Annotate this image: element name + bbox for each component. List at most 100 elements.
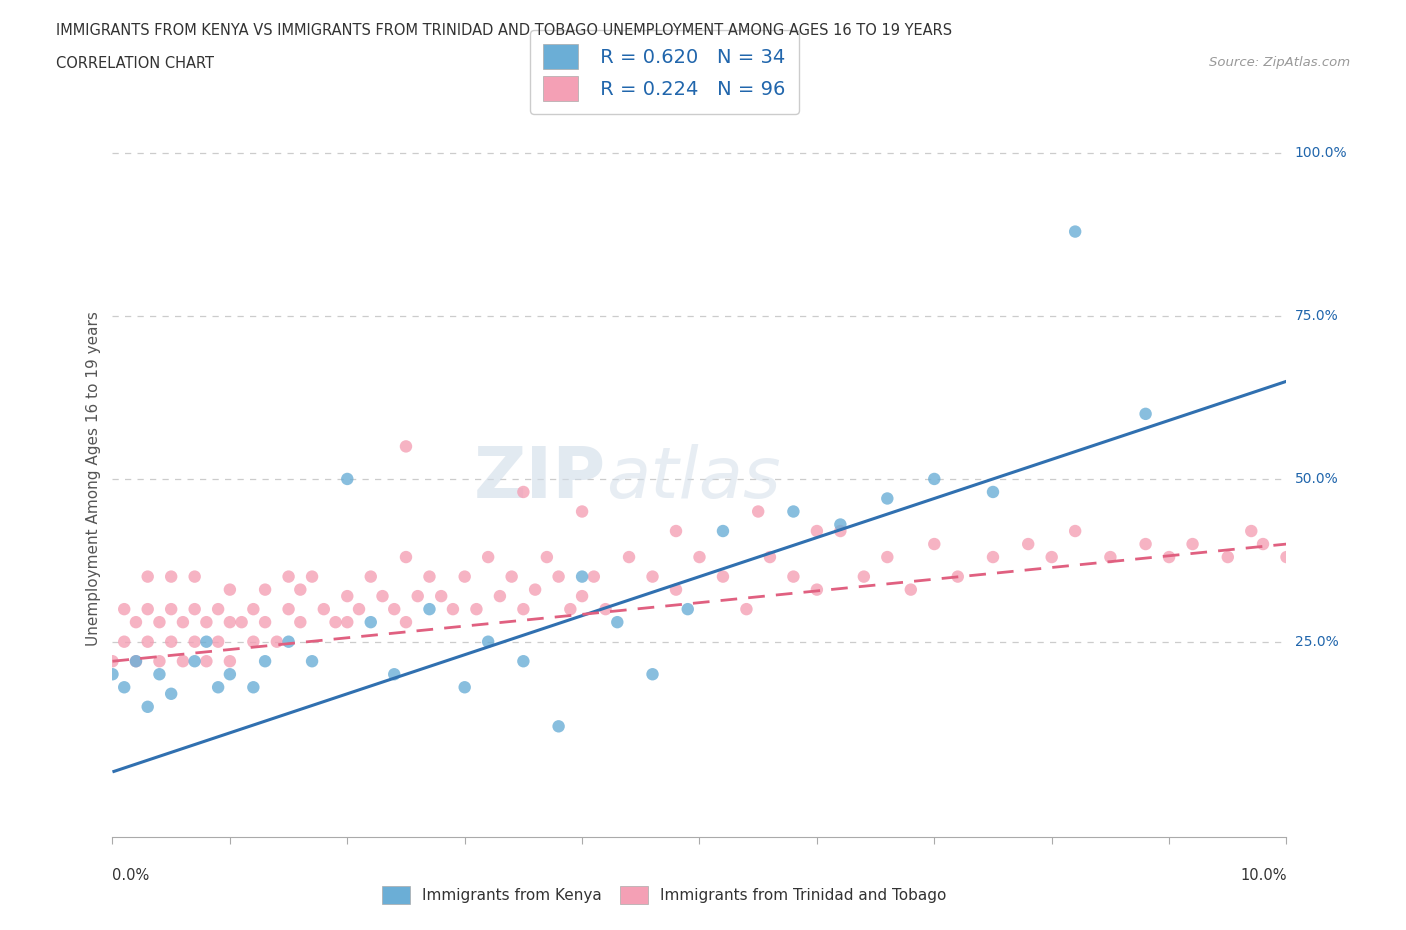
Point <box>219 667 242 682</box>
Point <box>1275 550 1298 565</box>
Point <box>277 569 299 584</box>
Point <box>1040 550 1063 565</box>
Y-axis label: Unemployment Among Ages 16 to 19 years: Unemployment Among Ages 16 to 19 years <box>86 312 101 646</box>
Point <box>582 569 605 584</box>
Point <box>747 504 769 519</box>
Point <box>1159 550 1181 565</box>
Point <box>547 569 569 584</box>
Point <box>136 602 159 617</box>
Point <box>1216 550 1239 565</box>
Point <box>512 602 534 617</box>
Point <box>242 634 264 649</box>
Point <box>125 654 148 669</box>
Point <box>301 654 323 669</box>
Point <box>395 550 418 565</box>
Point <box>477 634 499 649</box>
Point <box>418 569 440 584</box>
Point <box>806 582 828 597</box>
Point <box>665 524 688 538</box>
Point <box>112 680 135 695</box>
Point <box>571 504 593 519</box>
Point <box>406 589 429 604</box>
Point <box>219 615 242 630</box>
Text: 50.0%: 50.0% <box>1295 472 1339 486</box>
Point <box>689 550 711 565</box>
Point <box>112 634 135 649</box>
Text: CORRELATION CHART: CORRELATION CHART <box>56 56 214 71</box>
Point <box>101 667 124 682</box>
Point <box>160 602 183 617</box>
Point <box>183 654 205 669</box>
Point <box>336 589 359 604</box>
Point <box>219 654 242 669</box>
Point <box>231 615 253 630</box>
Point <box>101 654 124 669</box>
Point <box>900 582 922 597</box>
Point <box>371 589 394 604</box>
Point <box>441 602 464 617</box>
Point <box>1135 406 1157 421</box>
Point <box>395 439 418 454</box>
Point <box>981 485 1004 499</box>
Text: Source: ZipAtlas.com: Source: ZipAtlas.com <box>1209 56 1350 69</box>
Point <box>207 680 229 695</box>
Point <box>395 615 418 630</box>
Point <box>148 654 170 669</box>
Point <box>830 524 852 538</box>
Text: IMMIGRANTS FROM KENYA VS IMMIGRANTS FROM TRINIDAD AND TOBAGO UNEMPLOYMENT AMONG : IMMIGRANTS FROM KENYA VS IMMIGRANTS FROM… <box>56 23 952 38</box>
Point <box>830 517 852 532</box>
Point <box>242 602 264 617</box>
Text: ZIP: ZIP <box>474 445 606 513</box>
Point <box>806 524 828 538</box>
Point <box>453 569 475 584</box>
Point <box>501 569 523 584</box>
Point <box>711 524 734 538</box>
Point <box>195 615 218 630</box>
Point <box>477 550 499 565</box>
Point <box>1181 537 1204 551</box>
Point <box>183 602 205 617</box>
Point <box>1135 537 1157 551</box>
Point <box>489 589 512 604</box>
Point <box>160 569 183 584</box>
Point <box>595 602 617 617</box>
Point <box>430 589 453 604</box>
Point <box>148 667 170 682</box>
Point <box>277 634 299 649</box>
Point <box>312 602 335 617</box>
Point <box>360 569 382 584</box>
Point <box>852 569 875 584</box>
Point <box>547 719 569 734</box>
Point <box>1099 550 1122 565</box>
Point <box>512 654 534 669</box>
Point <box>360 615 382 630</box>
Point <box>571 589 593 604</box>
Point <box>641 667 664 682</box>
Point <box>876 550 898 565</box>
Point <box>347 602 370 617</box>
Point <box>160 686 183 701</box>
Point <box>160 634 183 649</box>
Point <box>382 667 405 682</box>
Point <box>711 569 734 584</box>
Point <box>524 582 547 597</box>
Point <box>336 472 359 486</box>
Point <box>606 615 628 630</box>
Point <box>946 569 969 584</box>
Point <box>125 615 148 630</box>
Point <box>136 569 159 584</box>
Point <box>183 569 205 584</box>
Point <box>465 602 488 617</box>
Point <box>254 582 277 597</box>
Point <box>665 582 688 597</box>
Point <box>876 491 898 506</box>
Point <box>266 634 288 649</box>
Point <box>571 569 593 584</box>
Point <box>183 634 205 649</box>
Point <box>336 615 359 630</box>
Point <box>290 615 312 630</box>
Point <box>782 504 804 519</box>
Point <box>207 602 229 617</box>
Point <box>924 537 946 551</box>
Point <box>254 615 277 630</box>
